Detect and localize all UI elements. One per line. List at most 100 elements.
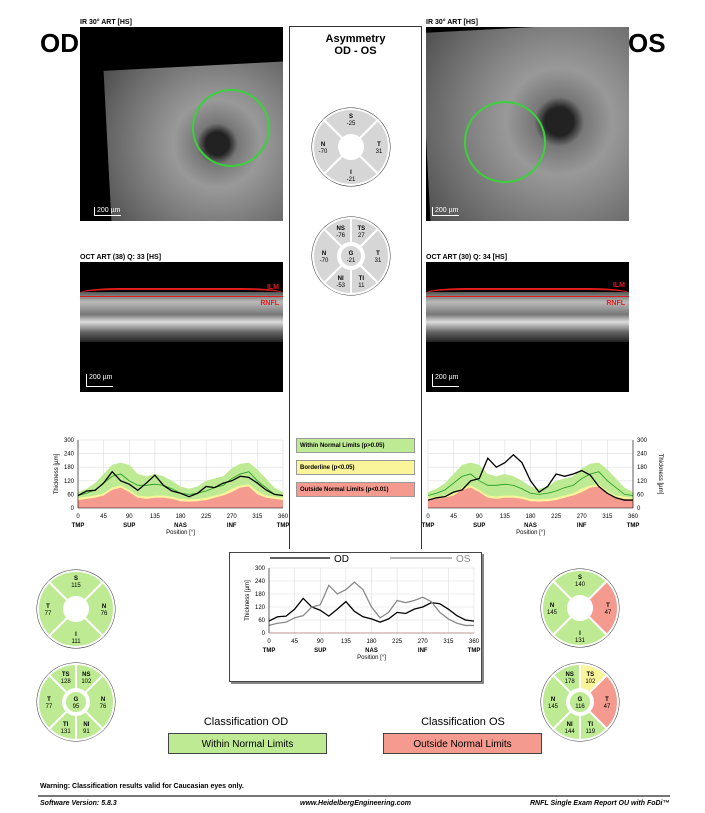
od-rnfl-tag: RNFL <box>260 300 279 307</box>
series-line-os <box>268 581 474 627</box>
asym-sector-value: -53 <box>336 283 345 289</box>
od-sector-value: 102 <box>81 679 92 685</box>
os-quadrant-n <box>541 579 573 637</box>
od-ir-scale: 200 µm <box>94 207 121 216</box>
asym-quadrant-i <box>322 154 380 186</box>
region-label: TMP <box>468 648 481 654</box>
x-tick-label: 45 <box>450 514 457 520</box>
od-sector-label: TS <box>62 672 70 678</box>
os-sector-value: 145 <box>548 704 559 710</box>
series-line-od <box>77 470 284 498</box>
y-axis-label: Thickness [µm] <box>54 453 60 494</box>
os-quadrant-value: 131 <box>575 638 586 644</box>
region-label: TMP <box>277 523 290 529</box>
y-tick-label: 300 <box>64 438 75 444</box>
software-version: Software Version: 5.8.3 <box>40 800 117 807</box>
os-sector-value: 47 <box>604 704 611 710</box>
legend-within: Within Normal Limits (p>0.05) <box>296 438 415 453</box>
asym-quadrant-label: N <box>321 142 325 148</box>
y-tick-label: 60 <box>637 492 644 498</box>
asym-quadrant-n <box>312 118 344 176</box>
y-axis-label: Thickness [µm] <box>245 580 251 621</box>
od-fundus-image: 200 µm <box>80 27 283 221</box>
asym-quadrant-label: I <box>350 170 352 176</box>
od-sector-label: N <box>101 697 105 703</box>
region-label: SUP <box>123 523 135 529</box>
od-classification-title: Classification OD <box>203 716 289 728</box>
os-oct-scale: 200 µm <box>432 374 459 387</box>
x-tick-label: 270 <box>418 639 429 645</box>
od-quadrant-value: 76 <box>101 611 108 617</box>
series-line-os <box>427 453 633 501</box>
x-tick-label: 135 <box>150 514 161 520</box>
x-tick-label: 0 <box>76 514 80 520</box>
y-tick-label: 120 <box>64 479 75 485</box>
asym-sector-value: 11 <box>358 283 365 289</box>
os-classification-result: Outside Normal Limits <box>383 733 542 754</box>
x-axis-label: Position [°] <box>166 530 195 536</box>
os-sector-label: NI <box>567 722 573 728</box>
os-quadrant-value: 47 <box>605 610 612 616</box>
od-global-sector <box>64 690 88 714</box>
legend-os-label: OS <box>456 554 471 565</box>
y-tick-label: 120 <box>255 605 266 611</box>
asym-sector-label: TS <box>357 226 365 232</box>
od-classification-result: Within Normal Limits <box>168 733 327 754</box>
y-tick-label: 180 <box>637 465 648 471</box>
os-quadrant-value: 140 <box>575 582 586 588</box>
y-tick-label: 120 <box>637 479 648 485</box>
od-oct-scale: 200 µm <box>86 374 113 387</box>
x-tick-label: 0 <box>426 514 430 520</box>
x-tick-label: 180 <box>525 514 536 520</box>
footer-divider <box>38 795 670 797</box>
x-tick-label: 180 <box>366 639 377 645</box>
od-quadrant-value: 77 <box>45 611 52 617</box>
asym-global-label: G <box>349 251 354 257</box>
x-tick-label: 45 <box>291 639 298 645</box>
od-sector-t <box>37 673 69 731</box>
asym-quadrant-t <box>358 118 390 176</box>
asym-sector-label: T <box>376 251 380 257</box>
y-tick-label: 240 <box>637 452 648 458</box>
os-eye-label: OS <box>628 28 666 58</box>
os-quadrant-label: T <box>606 603 610 609</box>
od-quadrant-label: I <box>75 632 77 638</box>
os-sector-label: T <box>605 697 609 703</box>
x-axis-label: Position [°] <box>357 655 386 661</box>
os-rnfl-tag: RNFL <box>606 300 625 307</box>
os-scan-circle <box>464 101 546 183</box>
series-line-od <box>268 597 475 623</box>
os-thickness-chart: 0 60 120 180 240 300 0 45 90 135 180 225 270 315 360 TM… <box>422 438 663 536</box>
x-tick-label: 360 <box>278 514 289 520</box>
y-tick-label: 300 <box>255 566 266 572</box>
x-tick-label: 135 <box>500 514 511 520</box>
asym-sector-n <box>312 227 344 285</box>
comparison-chart: 0 60 120 180 240 300 0 45 90 135 180 225 270 315 360 TM… <box>245 554 481 661</box>
od-sector-label: TI <box>63 722 69 728</box>
region-label: TMP <box>627 523 640 529</box>
y-tick-label: 180 <box>64 465 75 471</box>
asym-sector-label: NI <box>338 276 344 282</box>
website-link[interactable]: www.HeidelbergEngineering.com <box>300 800 411 807</box>
asym-sector-label: N <box>322 251 326 257</box>
legend-od-label: OD <box>334 554 349 565</box>
asym-sector-value: 31 <box>375 258 382 264</box>
region-label: INF <box>577 523 587 529</box>
region-label: SUP <box>314 648 326 654</box>
od-oct-image: ILM RNFL 200 µm <box>80 262 283 392</box>
y-tick-label: 60 <box>258 618 265 624</box>
y-tick-label: 60 <box>67 492 74 498</box>
x-tick-label: 225 <box>201 514 212 520</box>
outside-band <box>78 486 283 508</box>
os-sector-value: 102 <box>585 679 596 685</box>
od-quadrant-label: N <box>102 604 106 610</box>
y-tick-label: 300 <box>637 438 648 444</box>
x-tick-label: 45 <box>100 514 107 520</box>
od-quadrant-label: T <box>46 604 50 610</box>
od-global-label: G <box>74 697 79 703</box>
region-label: TMP <box>422 523 435 529</box>
y-tick-label: 0 <box>71 506 75 512</box>
region-label: TMP <box>263 648 276 654</box>
x-tick-label: 90 <box>126 514 133 520</box>
